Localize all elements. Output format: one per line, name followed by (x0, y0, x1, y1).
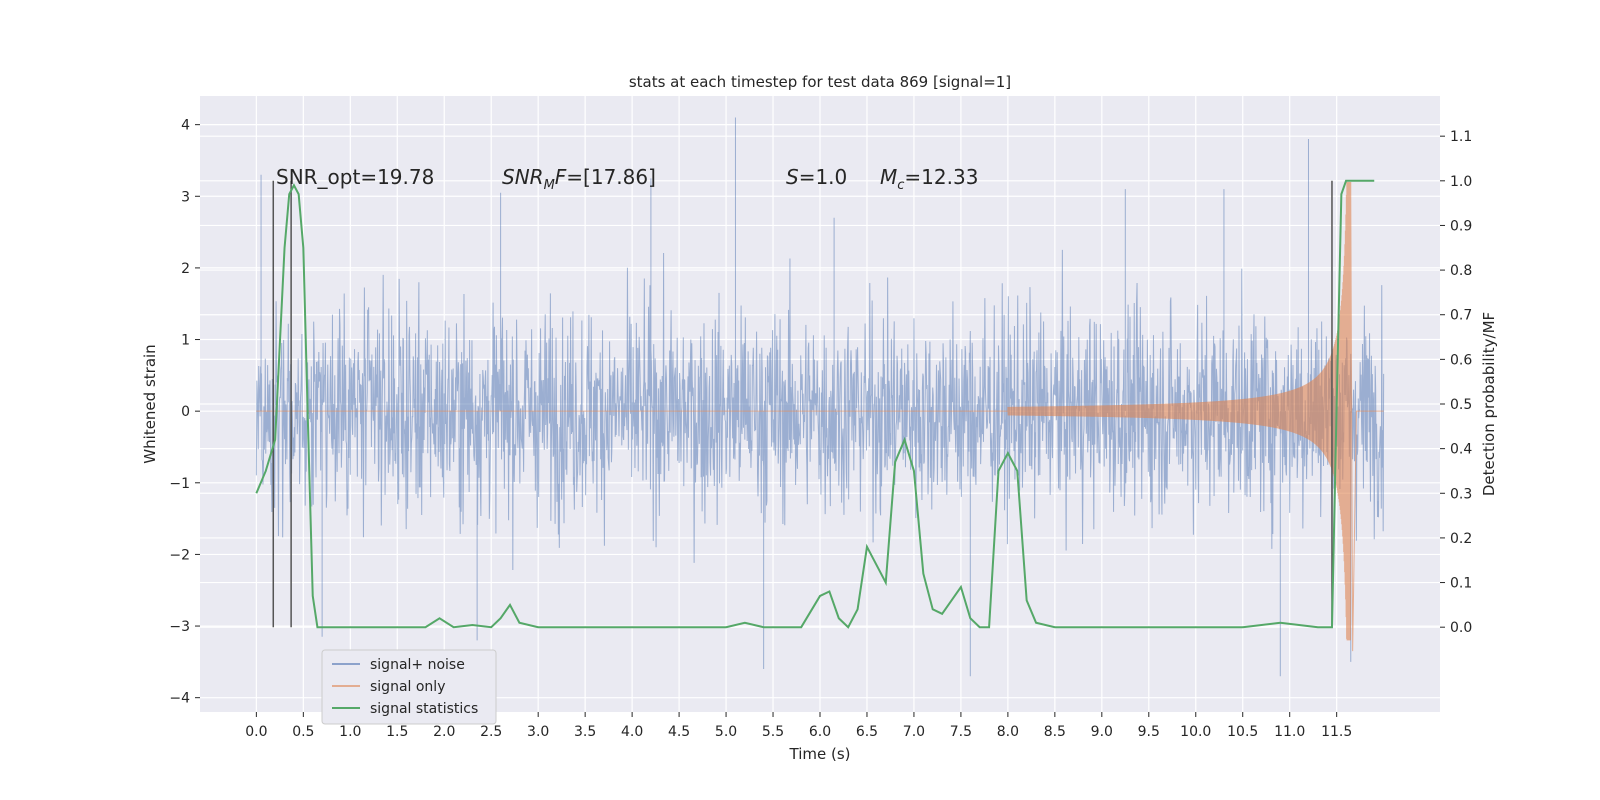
annotation-snr-opt: SNR_opt=19.78 (276, 165, 434, 189)
x-tick-label: 3.0 (527, 724, 549, 740)
x-tick-label: 6.0 (809, 724, 831, 740)
annotation-snr-mf-f: F (555, 165, 567, 189)
x-tick-label: 11.0 (1274, 724, 1305, 740)
y-axis-ticks: 4 3 2 1 0 −1 −2 −3 −4 (169, 118, 200, 707)
vertical-markers (272, 180, 1333, 628)
x-axis-label: Time (s) (789, 745, 851, 763)
x-tick-label: 0.5 (292, 724, 314, 740)
annotation-s: S=1.0 (786, 165, 847, 189)
legend: signal+ noise signal only signal statist… (321, 649, 497, 725)
annotation-snr-mf-value: =[17.86] (566, 165, 656, 189)
y-tick-label: 0 (181, 404, 190, 420)
x-tick-label: 4.5 (668, 724, 690, 740)
y2-axis-ticks: 1.1 1.0 0.9 0.8 0.7 0.6 0.5 0.4 0.3 0.2 0.1 0.0 (1440, 129, 1472, 636)
y2-tick-label: 0.8 (1450, 263, 1472, 279)
x-tick-label: 4.0 (621, 724, 643, 740)
x-axis-ticks: 0.0 0.5 1.0 1.5 2.0 2.5 3.0 3.5 4.0 4.5 5.0 5.5 6.0 6… (245, 712, 1352, 740)
y-tick-label: 2 (181, 261, 190, 277)
signal-only-series (256, 181, 1384, 652)
x-tick-label: 3.5 (574, 724, 596, 740)
y-tick-label: −2 (169, 547, 190, 563)
x-tick-label: 11.5 (1321, 724, 1352, 740)
y2-axis-label: Detection probability/MF (1480, 312, 1498, 496)
y-tick-label: −4 (169, 691, 190, 707)
annotation-snr-mf-sub: M (544, 178, 555, 193)
x-tick-label: 7.0 (903, 724, 925, 740)
y-tick-label: −3 (169, 619, 190, 635)
y2-tick-label: 0.5 (1450, 397, 1472, 413)
x-tick-label: 7.5 (950, 724, 972, 740)
legend-box (321, 649, 497, 725)
x-tick-label: 6.5 (856, 724, 878, 740)
annotation-mc: Mc=12.33 (880, 165, 978, 193)
legend-label-signal-noise: signal+ noise (370, 657, 465, 673)
x-tick-label: 5.5 (762, 724, 784, 740)
x-tick-label: 8.5 (1044, 724, 1066, 740)
x-tick-label: 2.5 (480, 724, 502, 740)
x-tick-label: 1.0 (339, 724, 361, 740)
y2-tick-label: 0.4 (1450, 442, 1472, 458)
x-tick-label: 5.0 (715, 724, 737, 740)
annotation-snr-mf: SNRMF=[17.86] (502, 165, 656, 193)
y2-tick-label: 0.9 (1450, 218, 1472, 234)
signal-noise-series (255, 117, 1385, 677)
signal-noise-line (255, 117, 1385, 677)
annotation-mc-value: =12.33 (904, 165, 978, 189)
annotation-mc-sub: c (897, 178, 904, 193)
annotation-s-value: =1.0 (799, 165, 848, 189)
annotation-s-main: S (786, 165, 799, 189)
y2-tick-label: 0.1 (1450, 576, 1472, 592)
x-tick-label: 8.0 (997, 724, 1019, 740)
y2-tick-label: 0.7 (1450, 308, 1472, 324)
chart-title: stats at each timestep for test data 869… (629, 73, 1011, 91)
y2-tick-label: 0.0 (1450, 620, 1472, 636)
annotation-mc-main: M (880, 165, 897, 189)
y-tick-label: 4 (181, 118, 190, 134)
y2-tick-label: 0.6 (1450, 352, 1472, 368)
y-tick-label: 1 (181, 333, 190, 349)
x-tick-label: 10.5 (1227, 724, 1258, 740)
y2-tick-label: 0.3 (1450, 486, 1472, 502)
x-tick-label: 0.0 (245, 724, 267, 740)
y-tick-label: −1 (169, 476, 190, 492)
x-tick-label: 1.5 (386, 724, 408, 740)
annotation-snr-mf-main: SNR (502, 165, 544, 189)
y2-tick-label: 1.0 (1450, 174, 1472, 190)
x-tick-label: 9.0 (1091, 724, 1113, 740)
y-axis-label: Whitened strain (141, 344, 159, 463)
y2-tick-label: 1.1 (1450, 129, 1472, 145)
x-tick-label: 10.0 (1180, 724, 1211, 740)
legend-label-signal-only: signal only (370, 679, 445, 695)
signal-statistics-series (255, 179, 1375, 629)
x-tick-label: 2.0 (433, 724, 455, 740)
y2-tick-label: 0.2 (1450, 531, 1472, 547)
signal-only-line (256, 181, 1384, 652)
signal-statistics-line (255, 179, 1375, 629)
x-tick-label: 9.5 (1138, 724, 1160, 740)
y-tick-label: 3 (181, 189, 190, 205)
legend-label-signal-statistics: signal statistics (370, 701, 478, 717)
